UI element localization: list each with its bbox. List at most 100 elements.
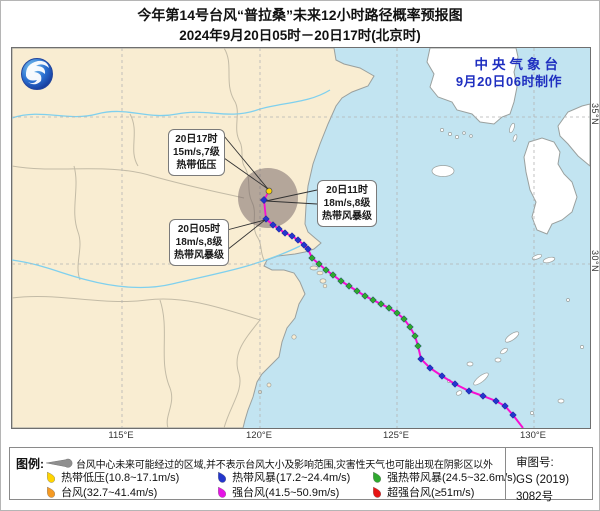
- sts-marker-icon: [373, 471, 382, 483]
- rivers: [12, 89, 331, 289]
- ty-marker-icon: [47, 486, 56, 498]
- leader-line: [223, 135, 269, 190]
- legend-item-ts: 热带风暴(17.2~24.4m/s): [217, 469, 350, 485]
- track-point: [300, 241, 308, 249]
- track-point: [426, 364, 434, 372]
- legend-label: 强热带风暴(24.5~32.6m/s): [387, 472, 517, 484]
- track-point: [406, 323, 414, 331]
- callout-time: 20日17时: [175, 134, 218, 145]
- track-point: [275, 225, 283, 233]
- track-point: [385, 304, 393, 312]
- legend-item-td: 热带低压(10.8~17.1m/s): [46, 469, 179, 485]
- issue-time: 9月20日06时制作: [455, 74, 562, 89]
- track-point: [465, 387, 473, 395]
- track-point: [509, 411, 517, 419]
- callout-forecast-17h: 20日17时 15m/s,7级 热带低压: [168, 129, 225, 176]
- graticule: [12, 48, 590, 428]
- figure-subtitle: 2024年9月20日05时－20日17时(北京时): [179, 28, 421, 43]
- typhoon-track: [238, 168, 524, 428]
- track-point: [414, 342, 422, 350]
- lat-tick-label: 30°N: [590, 250, 600, 273]
- callout-current-05h: 20日05时 18m/s,8级 热带风暴级: [169, 219, 229, 266]
- legend-box: 图例: 台风中心未来可能经过的区域,并不表示台风大小及影响范围,灾害性天气也可能…: [9, 447, 593, 503]
- track-point: [438, 372, 446, 380]
- track-point: [451, 380, 459, 388]
- track-point: [345, 282, 353, 290]
- callout-wind: 15m/s,7级: [173, 147, 220, 158]
- japan-land: [523, 103, 590, 235]
- forecast-point: [260, 196, 268, 204]
- province-borders: [12, 48, 265, 428]
- probability-area-note: 台风中心未来可能经过的区域,并不表示台风大小及影响范围,灾害性天气也可能出现在阴…: [76, 460, 493, 471]
- track-point: [400, 315, 408, 323]
- track-point: [369, 296, 377, 304]
- map-area: 中央气象台 9月20日06时制作 20日17时 15m/s,7级 热带低压 20…: [11, 47, 591, 429]
- china-islands: [258, 265, 328, 394]
- track-point: [269, 221, 277, 229]
- legend-item-super-ty: 超强台风(≥51m/s): [372, 484, 474, 500]
- legend-item-sts: 强热带风暴(24.5~32.6m/s): [372, 469, 516, 485]
- lon-tick-label: 115°E: [108, 430, 134, 441]
- legend-label: 热带风暴(17.2~24.4m/s): [232, 472, 351, 484]
- lon-tick-label: 130°E: [520, 430, 546, 441]
- track-point: [322, 266, 330, 274]
- track-point: [393, 309, 401, 317]
- agency-name: 中央气象台: [474, 57, 562, 72]
- callout-intensity: 热带风暴级: [174, 250, 224, 261]
- korea-land: [426, 48, 519, 125]
- track-point: [411, 332, 419, 340]
- td-marker-icon: [47, 471, 56, 483]
- lon-tick-label: 125°E: [383, 430, 409, 441]
- callout-wind: 18m/s,8级: [323, 198, 371, 209]
- probability-area-icon: [46, 458, 73, 468]
- track-point: [479, 392, 487, 400]
- legend-label: 热带低压(10.8~17.1m/s): [61, 472, 180, 484]
- legend-item-sty: 强台风(41.5~50.9m/s): [217, 484, 339, 500]
- longitude-axis: 115°E 120°E 125°E 130°E: [1, 430, 600, 444]
- track-point: [315, 260, 323, 268]
- track-point: [377, 300, 385, 308]
- agency-stamp: 中央气象台 9月20日06时制作: [456, 56, 562, 90]
- legend-label: 强台风(41.5~50.9m/s): [232, 487, 340, 499]
- callout-intensity: 热带低压: [176, 160, 217, 171]
- map-canvas: [12, 48, 590, 428]
- legend-item-ty: 台风(32.7~41.4m/s): [46, 484, 157, 500]
- leader-line: [226, 219, 266, 251]
- past-track-line: [265, 218, 524, 428]
- legend-label: 台风(32.7~41.4m/s): [61, 487, 158, 499]
- ryukyu-islands: [447, 254, 584, 415]
- track-point: [288, 232, 296, 240]
- callout-wind: 18m/s,8级: [175, 237, 223, 248]
- review-value: GS (2019) 3082号: [516, 474, 570, 503]
- sty-marker-icon: [218, 486, 227, 498]
- legend-divider: [505, 448, 506, 499]
- figure-title: 今年第14号台风“普拉桑”未来12小时路径概率预报图: [137, 7, 463, 23]
- probability-circle: [238, 168, 298, 228]
- legend-heading: 图例:: [16, 457, 44, 471]
- track-point: [294, 236, 302, 244]
- track-point: [329, 271, 337, 279]
- track-point: [304, 245, 312, 253]
- callout-intensity: 热带风暴级: [322, 211, 372, 222]
- callout-time: 20日11时: [326, 185, 368, 196]
- cma-logo-icon: [21, 58, 53, 90]
- track-point: [417, 355, 425, 363]
- korea-islands: [431, 122, 518, 177]
- review-label: 审图号:: [516, 457, 554, 469]
- track-point: [308, 254, 316, 262]
- leader-line: [226, 219, 266, 231]
- track-point: [492, 397, 500, 405]
- track-point: [353, 287, 361, 295]
- leader-line: [265, 200, 318, 205]
- leader-line: [265, 189, 318, 202]
- leader-line: [223, 157, 269, 190]
- callout-forecast-11h: 20日11时 18m/s,8级 热带风暴级: [317, 180, 377, 227]
- track-point: [501, 402, 509, 410]
- map-review-number: 审图号: GS (2019) 3082号: [516, 455, 592, 506]
- legend-label: 超强台风(≥51m/s): [387, 487, 475, 499]
- jeju-island: [431, 165, 455, 177]
- ts-marker-icon: [218, 471, 227, 483]
- track-point: [361, 292, 369, 300]
- callout-leader-lines: [223, 135, 318, 251]
